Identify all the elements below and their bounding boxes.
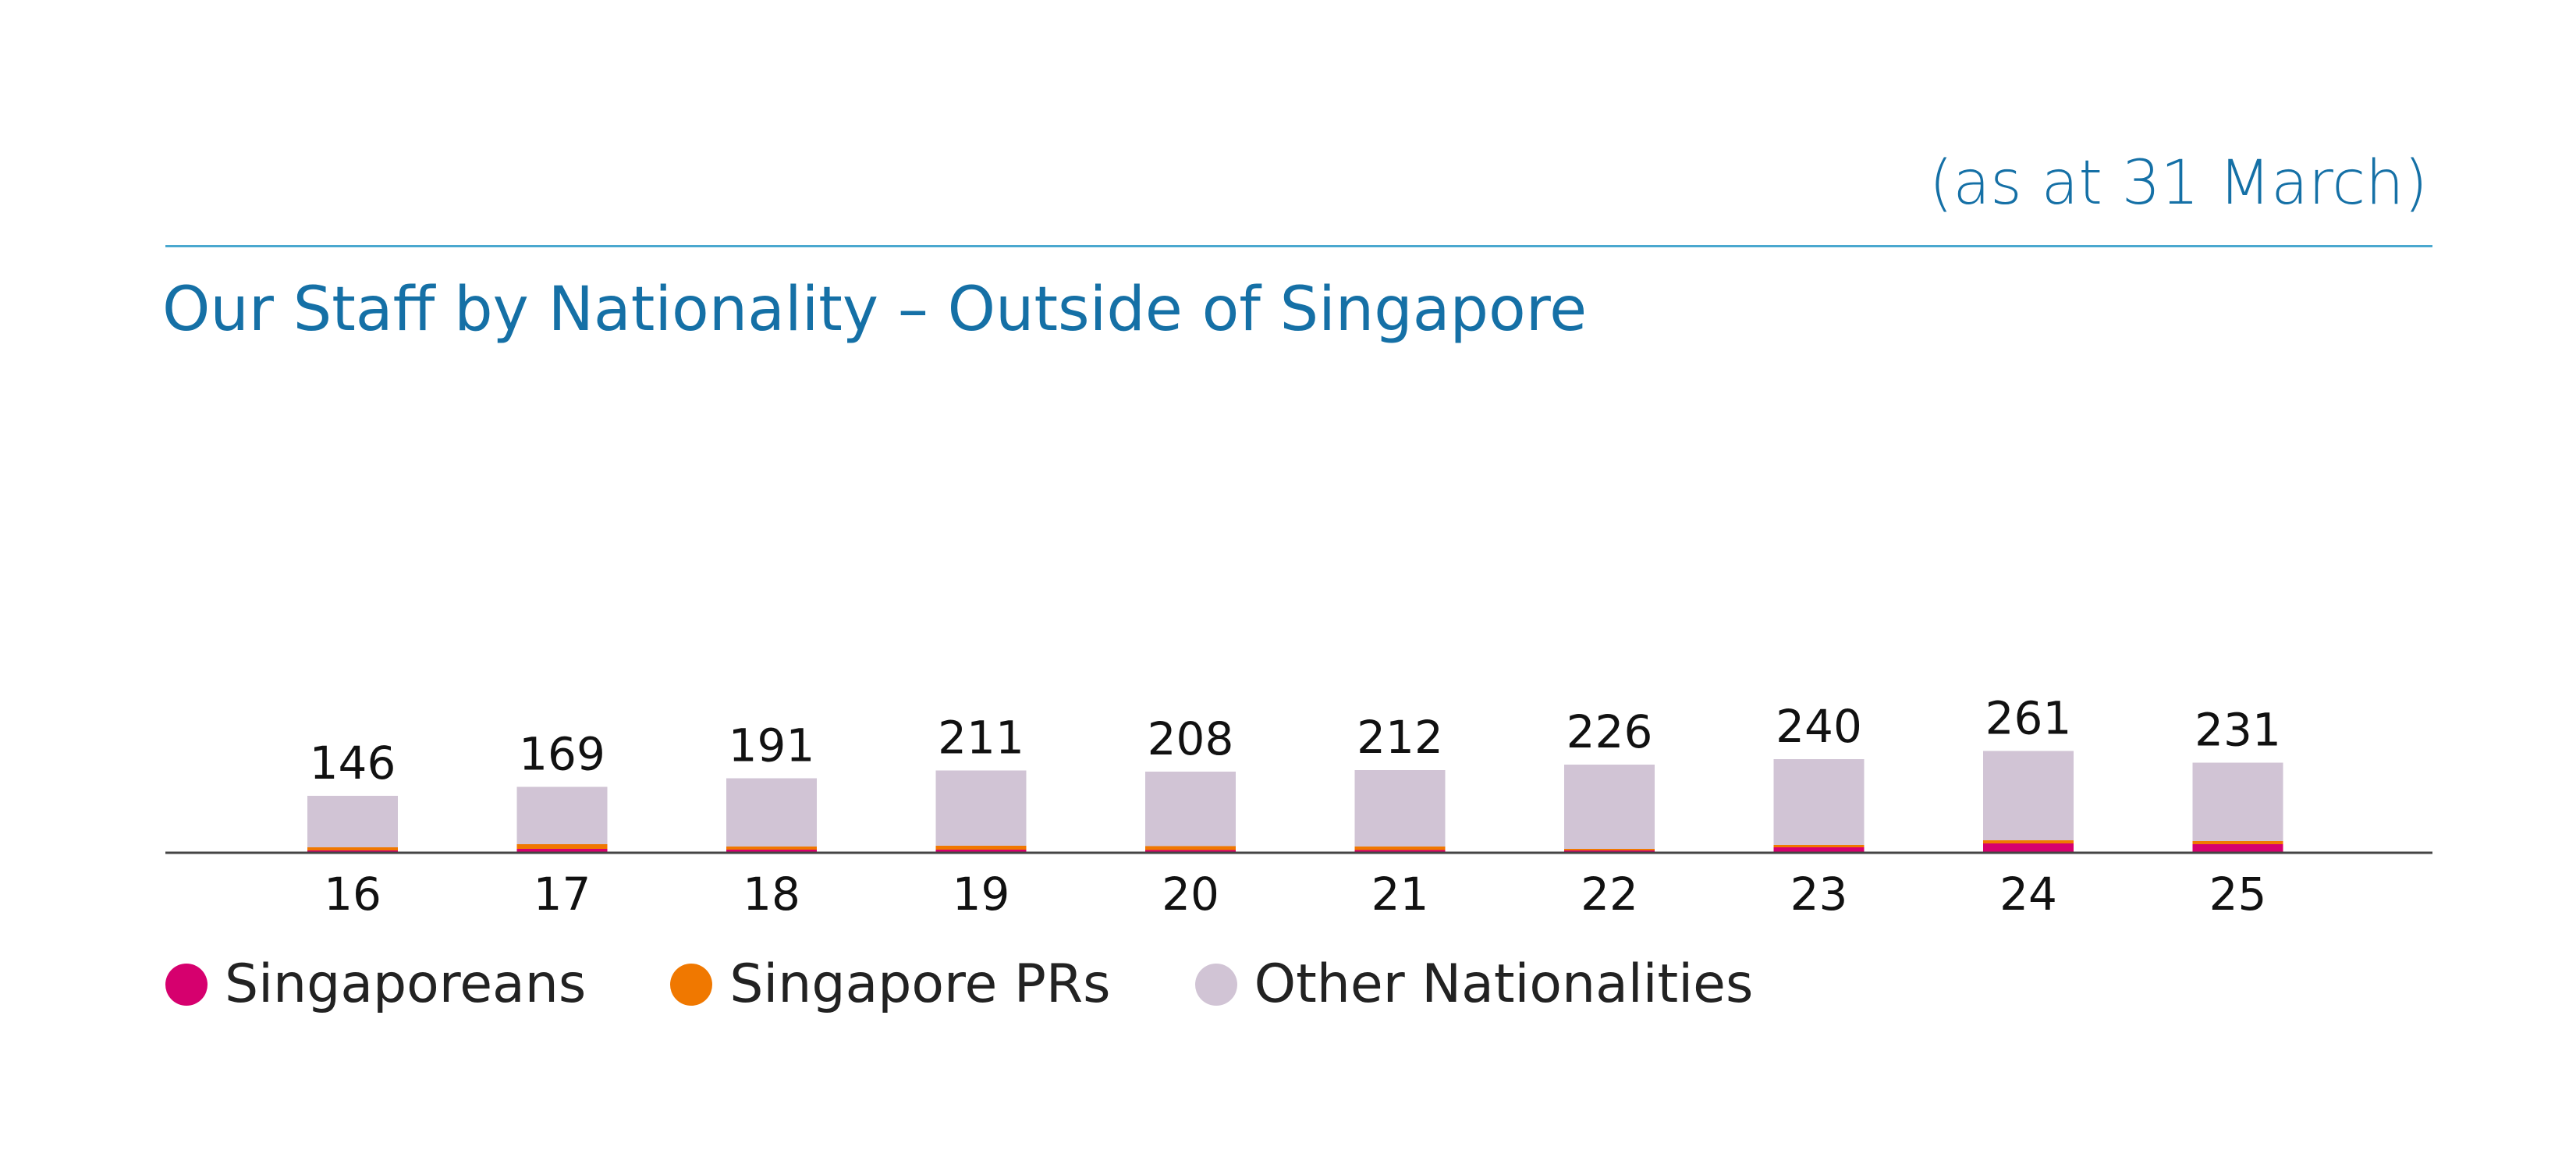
legend-label-singapore-prs: Singapore PRs — [729, 953, 1111, 1015]
bar-total-label-24: 261 — [1985, 692, 2072, 745]
bar-total-label-16: 146 — [310, 737, 396, 790]
legend-item-singapore-prs: Singapore PRs — [670, 953, 1111, 1015]
bar-segment-other-nationalities-25 — [2192, 762, 2283, 841]
bar-segment-other-nationalities-21 — [1354, 770, 1446, 847]
bar-segment-singapore-prs-22 — [1564, 849, 1655, 850]
bar-total-label-17: 169 — [519, 728, 605, 781]
x-tick-label-23: 23 — [1790, 868, 1848, 921]
bar-segment-singaporeans-20 — [1145, 850, 1236, 853]
bar-segment-other-nationalities-22 — [1564, 765, 1655, 849]
bar-total-label-22: 226 — [1567, 705, 1653, 758]
legend-swatch-singapore-prs — [670, 963, 713, 1006]
bar-segment-singaporeans-19 — [935, 850, 1027, 853]
x-tick-label-18: 18 — [743, 868, 800, 921]
bar-segment-singaporeans-18 — [726, 850, 817, 853]
bar-segment-singaporeans-23 — [1773, 847, 1865, 853]
bar-segment-other-nationalities-20 — [1145, 772, 1236, 847]
chart-title: Our Staff by Nationality – Outside of Si… — [162, 275, 1588, 345]
legend-swatch-other-nationalities — [1194, 963, 1237, 1006]
date-note: (as at 31 March) — [1928, 148, 2428, 218]
bar-segment-other-nationalities-24 — [1983, 751, 2074, 840]
x-tick-label-21: 21 — [1371, 868, 1429, 921]
bar-segment-singapore-prs-18 — [726, 847, 817, 850]
bar-total-label-18: 191 — [729, 719, 815, 772]
x-tick-label-24: 24 — [1999, 868, 2057, 921]
bar-segment-singapore-prs-19 — [935, 846, 1027, 850]
bar-segment-other-nationalities-16 — [307, 796, 398, 847]
bar-segment-singapore-prs-16 — [307, 847, 398, 850]
legend-label-other-nationalities: Other Nationalities — [1254, 953, 1754, 1015]
legend-item-singaporeans: Singaporeans — [165, 953, 586, 1015]
legend-label-singaporeans: Singaporeans — [225, 953, 587, 1015]
bar-segment-singapore-prs-24 — [1983, 840, 2074, 843]
bar-segment-other-nationalities-17 — [516, 786, 608, 844]
bar-segment-singapore-prs-17 — [516, 844, 608, 849]
bar-segment-singapore-prs-25 — [2192, 841, 2283, 844]
legend-swatch-singaporeans — [165, 963, 208, 1006]
x-tick-label-17: 17 — [534, 868, 591, 921]
bar-segment-singaporeans-24 — [1983, 843, 2074, 853]
bar-segment-other-nationalities-19 — [935, 770, 1027, 846]
bar-segment-singaporeans-17 — [516, 849, 608, 853]
bar-segment-other-nationalities-18 — [726, 778, 817, 847]
bar-total-label-19: 211 — [938, 712, 1024, 765]
bar-segment-singapore-prs-20 — [1145, 846, 1236, 850]
bar-total-label-25: 231 — [2195, 704, 2281, 757]
bar-segment-other-nationalities-23 — [1773, 759, 1865, 845]
bar-total-label-20: 208 — [1148, 712, 1234, 765]
bar-segment-singapore-prs-21 — [1354, 847, 1446, 850]
bar-total-label-21: 212 — [1357, 711, 1443, 764]
x-tick-label-20: 20 — [1162, 868, 1219, 921]
chart-legend: Singaporeans Singapore PRs Other Nationa… — [165, 953, 1837, 1015]
bar-segment-singaporeans-25 — [2192, 844, 2283, 853]
x-tick-label-19: 19 — [953, 868, 1010, 921]
bar-total-label-23: 240 — [1776, 700, 1862, 753]
header-rule — [165, 245, 2432, 247]
x-tick-label-25: 25 — [2209, 868, 2267, 921]
bar-segment-singaporeans-21 — [1354, 850, 1446, 853]
legend-item-other-nationalities: Other Nationalities — [1194, 953, 1754, 1015]
x-tick-label-22: 22 — [1581, 868, 1638, 921]
bar-segment-singapore-prs-23 — [1773, 845, 1865, 847]
x-tick-label-16: 16 — [324, 868, 381, 921]
